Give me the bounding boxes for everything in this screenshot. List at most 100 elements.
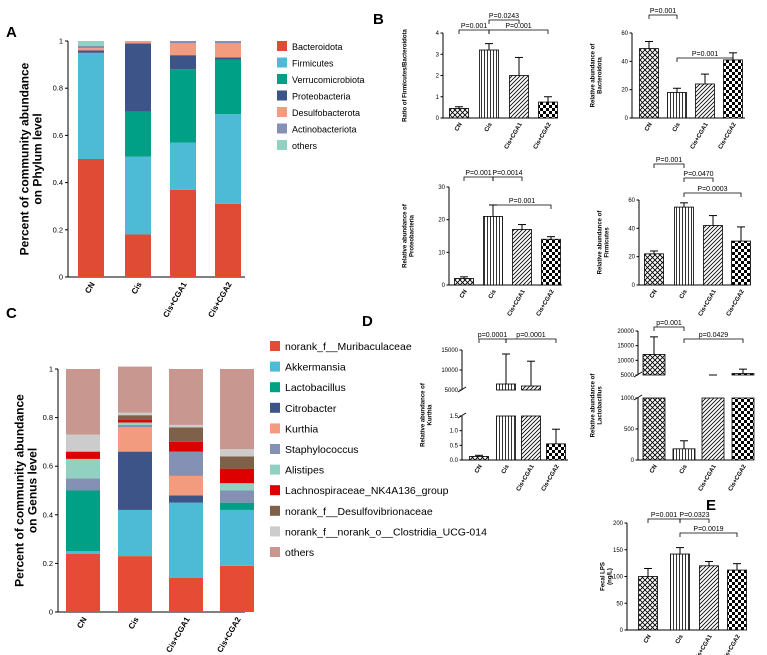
bar — [546, 443, 566, 461]
bar — [695, 83, 715, 119]
y-tick-label: 1.5 — [450, 414, 459, 420]
y-tick-label: 0.0 — [450, 458, 459, 464]
p-value-label: P=0.0003 — [697, 186, 727, 193]
legend-swatch — [277, 107, 287, 117]
panel-label: A — [6, 24, 17, 41]
y-axis-title: Relative abundance ofBacteroidota — [591, 43, 604, 108]
x-tick-label: CN — [649, 289, 659, 300]
p-value-label: P=0.0014 — [492, 170, 522, 177]
y-axis-title: Percent of community abundanceon Genus l… — [12, 394, 39, 587]
significance-bracket — [647, 518, 681, 523]
y-tick-label: 10000 — [441, 368, 458, 374]
bar — [483, 215, 503, 286]
bar-segment-kurthia — [169, 475, 203, 496]
legend-swatch — [277, 123, 287, 134]
y-tick-label: 1000 — [621, 396, 635, 402]
legend-swatch — [277, 140, 287, 150]
bar-segment-staphylococcus — [66, 478, 100, 491]
x-tick-label: Cis+CGA2 — [536, 288, 556, 317]
significance-bracket — [683, 177, 714, 182]
bar-segment-alistipes — [66, 458, 100, 479]
legend-label: norank_f__norank_o__Clostridia_UCG-014 — [285, 526, 487, 538]
x-tick-label: Cis+CGA2 — [718, 121, 738, 150]
bar-segment-bacteroidota — [170, 189, 196, 277]
bar-segment-desulfobacterota — [170, 43, 196, 56]
bar-segment-firmicutes — [215, 114, 241, 204]
y-tick-label: 1 — [49, 365, 53, 374]
bar-segment-norank-f-norank-o-clostridia-ucg-014 — [118, 412, 152, 416]
bar-segment-alistipes — [220, 483, 254, 491]
bar — [639, 48, 659, 119]
x-tick-label: Cis+CGA1 — [694, 633, 714, 655]
x-tick-label: Cis+CGA2 — [533, 121, 553, 150]
x-tick-label: Cis+CGA1 — [690, 121, 710, 150]
legend-swatch — [270, 402, 280, 413]
y-tick-label: 40 — [621, 59, 628, 65]
bar-segment-others — [78, 41, 104, 46]
x-tick-label: CN — [454, 122, 464, 133]
p-value-label: P=0.001 — [656, 157, 682, 164]
x-tick-label: Cis — [130, 280, 144, 296]
y-axis-title: Relative abundance ofLactobacillus — [591, 373, 604, 438]
x-tick-label: Cis — [679, 463, 689, 475]
bar-segment-desulfobacterota — [125, 41, 151, 44]
significance-bracket — [463, 176, 494, 181]
significance-bracket — [488, 29, 549, 34]
y-tick-label: 0 — [632, 283, 636, 289]
bar-segment-staphylococcus — [220, 490, 254, 503]
y-tick-label: 0.2 — [53, 225, 63, 234]
significance-bracket — [679, 518, 710, 523]
legend-label: Citrobacter — [285, 403, 337, 415]
bar — [479, 49, 499, 119]
legend-label: Desulfobacterota — [292, 108, 360, 118]
chart-layer: A 0 0.2 0.4 0.6 0.8 1 Percent of community abun… — [6, 8, 755, 655]
x-tick-label: Cis+CGA2 — [728, 463, 748, 492]
panel-label: E — [706, 497, 716, 514]
p-value-label: p=0.0001 — [516, 332, 545, 339]
legend-label: norank_f__Desulfovibrionaceae — [285, 506, 433, 518]
bar — [469, 456, 489, 461]
legend-swatch — [270, 341, 280, 351]
bar — [541, 238, 561, 286]
bar — [731, 397, 755, 461]
legend-swatch — [277, 74, 287, 84]
p-value-label: p=0.0429 — [699, 332, 728, 339]
y-tick-label: 20 — [438, 218, 445, 224]
y-tick-label: 20 — [621, 88, 628, 94]
bar-segment-actinobacteriota — [215, 41, 241, 44]
axis-break-mark — [633, 371, 643, 401]
y-tick-label: 0.2 — [43, 559, 53, 568]
bar — [699, 565, 719, 631]
legend-label: Verrucomicrobiota — [292, 75, 365, 85]
y-tick-label: 0 — [59, 273, 63, 282]
y-axis-title: Relative abundance ofKurthia — [421, 382, 434, 447]
legend-swatch — [270, 423, 280, 434]
legend-label: Lachnospiraceae_NK4A136_group — [285, 485, 449, 497]
significance-bracket — [683, 338, 744, 343]
y-tick-label: 10 — [438, 250, 445, 256]
significance-bracket — [492, 176, 523, 181]
bar-segment-desulfobacterota — [78, 48, 104, 51]
bar-segment-desulfobacterota — [215, 43, 241, 58]
bar-segment-bacteroidota — [125, 234, 151, 277]
y-tick-label: 10000 — [617, 358, 634, 364]
p-value-label: P=0.0470 — [683, 171, 713, 178]
bar-segment-norank-f-muribaculaceae — [118, 556, 152, 612]
x-tick-label: Cis+CGA1 — [504, 121, 524, 150]
significance-bracket — [458, 29, 490, 34]
bar — [642, 397, 666, 461]
legend-swatch — [270, 382, 280, 393]
bar — [701, 397, 725, 461]
significance-bracket — [492, 204, 552, 209]
bar-segment-proteobacteria — [170, 55, 196, 70]
x-tick-label: CN — [474, 464, 484, 475]
bar-segment-citrobacter — [118, 451, 152, 510]
bar-segment-firmicutes — [125, 156, 151, 235]
bar — [454, 278, 474, 286]
bar-segment-akkermansia — [169, 502, 203, 578]
y-tick-label: 0 — [442, 283, 446, 289]
legend-label: Staphylococcus — [285, 444, 359, 456]
y-tick-label: 100 — [613, 575, 624, 581]
y-tick-label: 0 — [49, 608, 53, 617]
bar-segment-citrobacter — [169, 495, 203, 503]
